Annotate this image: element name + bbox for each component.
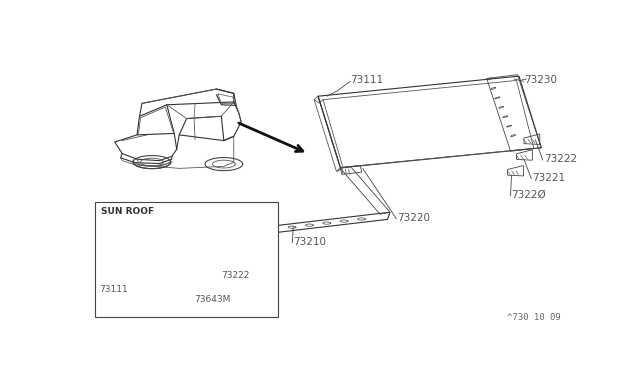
Text: ^730 10 09: ^730 10 09: [508, 313, 561, 322]
Text: 73111: 73111: [350, 76, 383, 86]
Text: 73230: 73230: [524, 76, 557, 86]
Text: 73111: 73111: [99, 285, 127, 294]
Text: 73222: 73222: [544, 154, 577, 164]
Bar: [95, 202, 278, 317]
Text: 73221: 73221: [532, 173, 566, 183]
Text: 73222: 73222: [221, 271, 250, 280]
Text: 7322Ø: 7322Ø: [511, 190, 547, 200]
Text: 73643M: 73643M: [194, 295, 230, 304]
Text: 73210: 73210: [293, 237, 326, 247]
Text: 73220: 73220: [397, 213, 431, 223]
Text: SUN ROOF: SUN ROOF: [101, 207, 154, 217]
